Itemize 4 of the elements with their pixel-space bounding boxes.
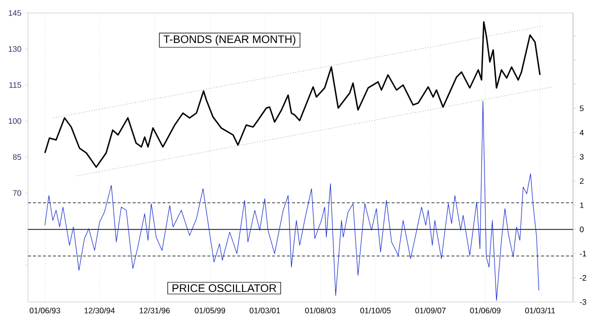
line-series — [44, 21, 541, 168]
annotation: T-BONDS (NEAR MONTH) — [164, 35, 296, 46]
line-series — [44, 100, 540, 301]
annotation: PRICE OSCILLATOR — [172, 284, 276, 292]
